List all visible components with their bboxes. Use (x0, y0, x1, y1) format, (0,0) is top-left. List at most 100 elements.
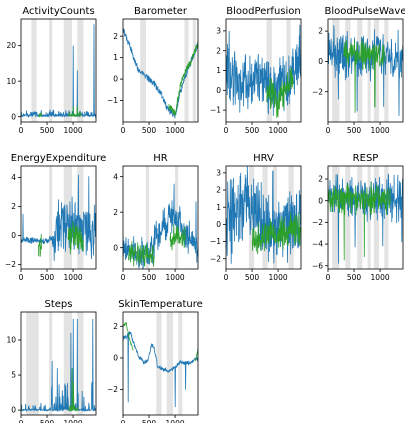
x-tick-label: 1000 (64, 419, 83, 423)
x-tick-label: 500 (40, 273, 55, 282)
subplot-hrv: HRV 0 500 1000 −2 −1 0 1 2 3 (210, 153, 302, 282)
axes-frame (225, 165, 302, 270)
series-blue-line (123, 330, 198, 408)
shaded-band (77, 19, 84, 122)
y-tick-label: 10 (6, 77, 16, 86)
y-tick-label: 1 (113, 53, 118, 62)
shaded-band (192, 19, 196, 122)
shaded-band (63, 312, 73, 415)
subplot-resp: RESP 0 500 1000 −6 −4 −2 0 2 (312, 153, 404, 282)
shaded-band (63, 19, 73, 122)
x-tick-label: 1000 (64, 273, 83, 282)
series-blue-line (21, 318, 96, 413)
series-blue-line (21, 24, 96, 118)
shaded-band (26, 312, 39, 415)
y-tick-label: 2 (216, 186, 221, 195)
y-tick-label: 3 (216, 168, 221, 177)
axes-frame (20, 311, 97, 416)
subplot-title: RESP (353, 153, 379, 164)
y-tick-label: 3 (216, 26, 221, 35)
series-blue-line (21, 174, 96, 261)
y-tick-label: 0 (216, 220, 221, 229)
shaded-band (384, 166, 389, 269)
series-green-line (37, 105, 82, 118)
shaded-band (145, 166, 150, 269)
shaded-band (332, 166, 340, 269)
y-tick-label: 2 (216, 46, 221, 55)
y-tick-label: 2 (318, 175, 323, 184)
x-tick-label: 500 (245, 126, 260, 135)
subplot-hr: HR 0 500 1000 0 2 4 (113, 153, 199, 282)
y-tick-label: 2 (11, 202, 16, 211)
series-green-line (266, 67, 294, 118)
y-tick-label: −2 (312, 218, 323, 227)
y-tick-label: 0 (113, 243, 118, 252)
subplot-title: SkinTemperature (118, 299, 203, 310)
x-tick-label: 0 (224, 126, 229, 135)
shaded-band (272, 166, 278, 269)
x-tick-label: 0 (326, 273, 331, 282)
subplot-title: Steps (45, 299, 73, 310)
x-tick-label: 500 (347, 126, 362, 135)
y-tick-label: 10 (6, 336, 16, 345)
y-tick-label: 4 (11, 173, 16, 182)
shaded-band (77, 312, 84, 415)
shaded-band (367, 166, 371, 269)
shaded-band (49, 19, 53, 122)
axes-frame (20, 18, 97, 123)
y-tick-label: 2 (113, 32, 118, 41)
shaded-band (248, 166, 255, 269)
series-green-line (328, 182, 391, 261)
y-tick-label: −2 (107, 385, 118, 394)
shaded-band (345, 19, 351, 122)
y-tick-label: 0 (11, 231, 16, 240)
y-tick-label: 0 (113, 75, 118, 84)
y-tick-label: 0 (318, 57, 323, 66)
y-tick-label: −4 (312, 240, 323, 249)
x-tick-label: 0 (121, 273, 126, 282)
series-blue-line (226, 24, 301, 117)
shaded-band (77, 166, 84, 269)
y-tick-label: 1 (216, 203, 221, 212)
series-green-line (343, 39, 386, 113)
series-green-line (123, 321, 198, 362)
series-blue-line (226, 166, 301, 264)
subplot-blood-perfusion: BloodPerfusion 0 500 1000 −1 0 1 2 3 (210, 6, 302, 135)
subplot-blood-pulse-wave: BloodPulseWave 0 500 1000 −2 0 2 (312, 6, 405, 135)
x-tick-label: 0 (19, 273, 24, 282)
subplot-steps: Steps 0 500 1000 0 5 10 (6, 299, 97, 423)
axes-frame (20, 165, 97, 270)
subplot-barometer: Barometer 0 500 1000 −1 0 1 2 (107, 6, 199, 135)
y-tick-label: 0 (318, 196, 323, 205)
axes-frame (327, 165, 404, 270)
x-tick-label: 500 (40, 126, 55, 135)
y-tick-label: −1 (107, 96, 118, 105)
y-tick-label: −1 (210, 106, 221, 115)
series-blue-line (123, 28, 198, 119)
shaded-band (166, 312, 173, 415)
y-tick-label: 2 (113, 322, 118, 331)
x-tick-label: 500 (347, 273, 362, 282)
y-tick-label: −1 (210, 237, 221, 246)
subplot-skin-temperature: SkinTemperature 0 500 1000 −2 0 2 (107, 299, 203, 423)
series-green-line (37, 221, 84, 257)
shaded-band (49, 166, 53, 269)
shaded-band (357, 166, 363, 269)
shaded-band (384, 19, 389, 122)
subplot-title: EnergyExpenditure (11, 153, 107, 164)
subplot-activity-counts: ActivityCounts 0 500 1000 0 10 20 (6, 6, 97, 135)
shaded-band (262, 166, 268, 269)
x-tick-label: 0 (19, 126, 24, 135)
y-tick-label: 0 (11, 112, 16, 121)
x-tick-label: 1000 (269, 126, 288, 135)
y-tick-label: 2 (113, 208, 118, 217)
x-tick-label: 1000 (371, 126, 390, 135)
x-tick-label: 1000 (166, 273, 185, 282)
x-tick-label: 0 (19, 419, 24, 423)
y-tick-label: 0 (11, 406, 16, 415)
x-tick-label: 500 (142, 419, 157, 423)
y-tick-label: −2 (210, 254, 221, 263)
x-tick-label: 500 (142, 273, 157, 282)
y-tick-label: 0 (216, 86, 221, 95)
